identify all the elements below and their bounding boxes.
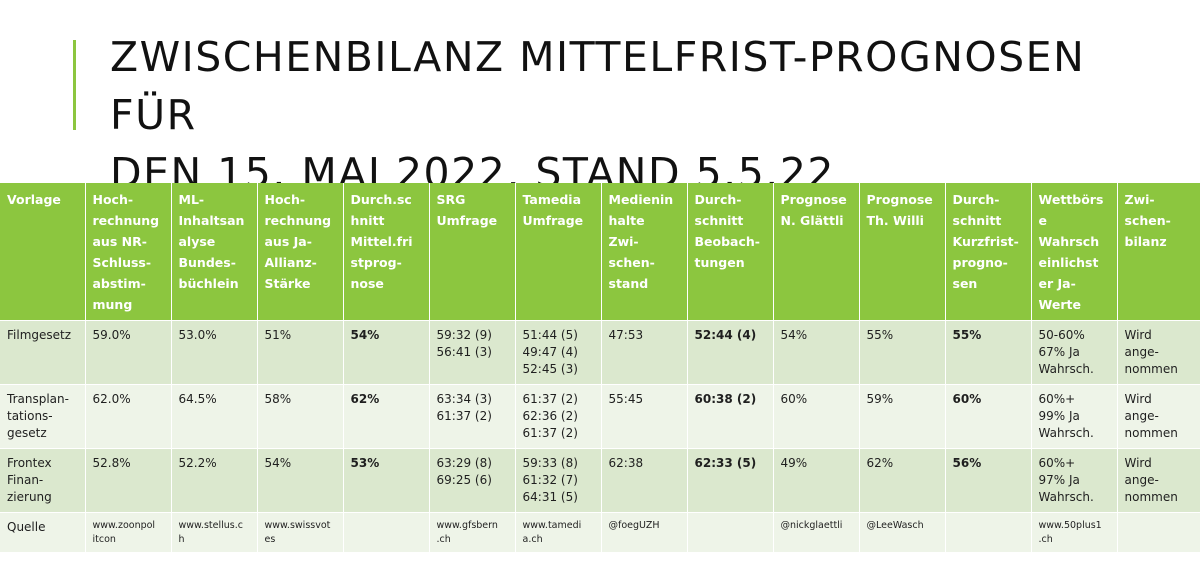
table-row: Frontex Finan- zierung 52.8% 52.2% 54% 5…	[0, 448, 1200, 513]
table-cell: 62:38	[601, 448, 688, 513]
table-cell	[945, 512, 1032, 553]
table-cell: 63:29 (8) 69:25 (6)	[429, 448, 516, 513]
table-cell: 52.8%	[85, 448, 172, 513]
source-link: www.tamedi a.ch	[515, 512, 602, 553]
table-cell: 61:37 (2) 62:36 (2) 61:37 (2)	[515, 384, 602, 449]
source-link: www.zoonpol itcon	[85, 512, 172, 553]
page-title: ZWISCHENBILANZ MITTELFRIST-PROGNOSEN FÜR…	[110, 28, 1170, 202]
table-cell: 60%+ 97% Ja Wahrsch.	[1031, 448, 1118, 513]
table-cell: Filmgesetz	[0, 320, 86, 385]
table-cell: 59.0%	[85, 320, 172, 385]
table-cell: 62%	[859, 448, 946, 513]
source-handle: @nickglaettli	[773, 512, 860, 553]
source-row: Quelle www.zoonpol itcon www.stellus.c h…	[0, 512, 1200, 553]
column-header: Durch.sc hnitt Mittel.fri stprog- nose	[343, 183, 430, 321]
table-cell: 54%	[343, 320, 430, 385]
table-cell: 60%+ 99% Ja Wahrsch.	[1031, 384, 1118, 449]
column-header: Zwi- schen- bilanz	[1117, 183, 1200, 321]
table-cell: 59:32 (9) 56:41 (3)	[429, 320, 516, 385]
table-cell: 55:45	[601, 384, 688, 449]
source-link: www.gfsbern .ch	[429, 512, 516, 553]
table-cell: 60%	[773, 384, 860, 449]
column-header: SRG Umfrage	[429, 183, 516, 321]
title-accent-bar	[73, 40, 76, 130]
source-link: www.50plus1 .ch	[1031, 512, 1118, 553]
page-title-line-1: ZWISCHENBILANZ MITTELFRIST-PROGNOSEN FÜR	[110, 33, 1086, 139]
table-cell: 54%	[773, 320, 860, 385]
table-cell: 55%	[859, 320, 946, 385]
table-cell: 52.2%	[171, 448, 258, 513]
column-header: Prognose Th. Willi	[859, 183, 946, 321]
source-link: www.swissvot es	[257, 512, 344, 553]
column-header: Hoch- rechnung aus Ja- Allianz- Stärke	[257, 183, 344, 321]
table-cell: Wird ange- nommen	[1117, 384, 1200, 449]
table-cell: 52:44 (4)	[687, 320, 774, 385]
column-header: Vorlage	[0, 183, 86, 321]
table-cell: 51%	[257, 320, 344, 385]
table-cell: Quelle	[0, 512, 86, 553]
table-cell: 59%	[859, 384, 946, 449]
table-cell: 53.0%	[171, 320, 258, 385]
table-cell: 55%	[945, 320, 1032, 385]
column-header: Durch- schnitt Beobach- tungen	[687, 183, 774, 321]
table-cell: 56%	[945, 448, 1032, 513]
column-header: Wettbörs e Wahrsch einlichst er Ja- Wert…	[1031, 183, 1118, 321]
table-cell: 59:33 (8) 61:32 (7) 64:31 (5)	[515, 448, 602, 513]
table-cell: 58%	[257, 384, 344, 449]
table-header-row: Vorlage Hoch- rechnung aus NR- Schluss- …	[0, 183, 1200, 321]
table-cell	[343, 512, 430, 553]
table-cell: 50-60% 67% Ja Wahrsch.	[1031, 320, 1118, 385]
column-header: Tamedia Umfrage	[515, 183, 602, 321]
table-cell: 53%	[343, 448, 430, 513]
table-cell: 63:34 (3) 61:37 (2)	[429, 384, 516, 449]
column-header: Medienin halte Zwi- schen- stand	[601, 183, 688, 321]
table-cell	[687, 512, 774, 553]
column-header: Durch- schnitt Kurzfrist- progno- sen	[945, 183, 1032, 321]
table-cell: 49%	[773, 448, 860, 513]
column-header: ML- Inhaltsan alyse Bundes- büchlein	[171, 183, 258, 321]
table-cell: 54%	[257, 448, 344, 513]
table-cell: 47:53	[601, 320, 688, 385]
table-cell: 51:44 (5) 49:47 (4) 52:45 (3)	[515, 320, 602, 385]
table-cell: 62%	[343, 384, 430, 449]
table-row: Filmgesetz 59.0% 53.0% 51% 54% 59:32 (9)…	[0, 320, 1200, 385]
table-cell	[1117, 512, 1200, 553]
table-cell: Transplan- tations- gesetz	[0, 384, 86, 449]
column-header: Hoch- rechnung aus NR- Schluss- abstim- …	[85, 183, 172, 321]
table-cell: 62:33 (5)	[687, 448, 774, 513]
table-cell: 62.0%	[85, 384, 172, 449]
column-header: Prognose N. Glättli	[773, 183, 860, 321]
table-cell: 60%	[945, 384, 1032, 449]
table-cell: Wird ange- nommen	[1117, 448, 1200, 513]
table-cell: Frontex Finan- zierung	[0, 448, 86, 513]
forecast-table: Vorlage Hoch- rechnung aus NR- Schluss- …	[0, 183, 1200, 553]
table-row: Transplan- tations- gesetz 62.0% 64.5% 5…	[0, 384, 1200, 449]
source-handle: @LeeWasch	[859, 512, 946, 553]
table-cell: 60:38 (2)	[687, 384, 774, 449]
source-link: www.stellus.c h	[171, 512, 258, 553]
table-cell: Wird ange- nommen	[1117, 320, 1200, 385]
table-cell: 64.5%	[171, 384, 258, 449]
source-handle: @foegUZH	[601, 512, 688, 553]
